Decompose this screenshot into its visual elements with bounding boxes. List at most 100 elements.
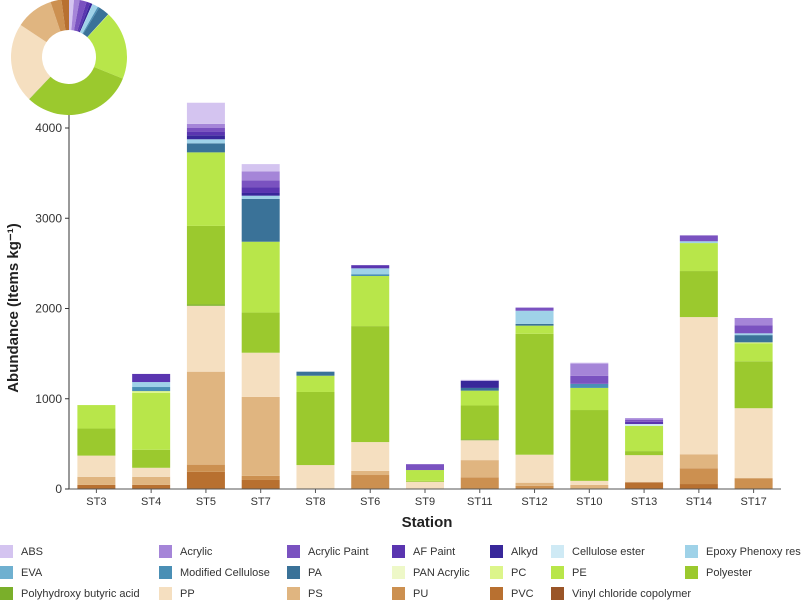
legend-label: PAN Acrylic	[413, 566, 470, 579]
bar-segment-ST13-acrylic	[625, 418, 664, 420]
bar-segment-ST7-pu	[241, 475, 280, 480]
x-tick-label: ST8	[305, 496, 325, 508]
bar-segment-ST6-pp	[351, 442, 390, 471]
donut-slice-ps	[20, 2, 61, 43]
legend-label: Polyhydroxy butyric acid	[21, 587, 140, 600]
x-tick-label: ST11	[467, 496, 492, 508]
legend-swatch	[392, 545, 405, 558]
donut-slice-cellulose-ester	[79, 3, 93, 33]
bar-segment-ST11-pp	[460, 440, 499, 461]
legend-swatch	[159, 566, 172, 579]
x-tick-label: ST9	[415, 496, 435, 508]
donut-slice-af-paint	[77, 1, 91, 32]
bar-segment-ST3-pp	[77, 455, 116, 477]
donut-slice-pu	[50, 0, 66, 32]
bar-segment-ST13-pp	[625, 455, 664, 483]
legend-swatch	[287, 587, 300, 600]
bar-segment-ST14-pp	[679, 317, 718, 455]
y-tick-label: 3000	[35, 211, 62, 225]
donut-slice-pvc	[61, 0, 69, 31]
bar-segment-ST13-cellulose-ester	[625, 424, 664, 426]
legend-item: Acrylic Paint	[287, 545, 369, 558]
legend-swatch	[685, 566, 698, 579]
bar-segment-ST9-pp	[406, 481, 444, 489]
legend-label: ABS	[21, 545, 44, 558]
bar-segment-ST14-pe	[679, 243, 718, 272]
legend-label: Acrylic Paint	[308, 545, 369, 558]
bar-segment-ST4-epoxy-phenoxy-resin	[132, 382, 171, 388]
bar-segment-ST17-pa	[734, 335, 773, 343]
legend-swatch	[287, 566, 300, 579]
y-tick-label: 1000	[35, 392, 62, 406]
y-tick-label: 4000	[35, 121, 62, 135]
bar-segment-ST3-ps	[77, 476, 116, 485]
legend-label: PC	[511, 566, 527, 579]
legend-item: Polyester	[685, 566, 752, 579]
legend-swatch	[490, 566, 503, 579]
x-tick-label: ST12	[521, 496, 547, 508]
x-tick-label: ST10	[576, 496, 602, 508]
bar-segment-ST4-pc	[132, 391, 171, 393]
legend-label: PP	[180, 587, 195, 600]
bar-segment-ST7-acrylic-paint	[241, 180, 280, 188]
bar-segment-ST11-pu	[460, 477, 499, 489]
bar-segment-ST14-pvc	[679, 484, 718, 489]
legend-swatch	[392, 587, 405, 600]
bar-segment-ST7-acrylic	[241, 171, 280, 181]
donut-slice-acrylic	[71, 0, 80, 31]
legend-swatch	[551, 545, 564, 558]
bar-segment-ST10-pp	[570, 480, 609, 485]
bar-segment-ST17-epoxy-phenoxy-resin	[734, 333, 773, 336]
bar-segment-ST12-pa	[515, 323, 554, 326]
y-tick-label: 0	[55, 482, 62, 496]
x-tick-label: ST7	[251, 496, 271, 508]
bar-segment-ST12-polyester	[515, 333, 554, 455]
bar-segment-ST4-ps	[132, 476, 171, 485]
bar-segment-ST4-pvc	[132, 484, 171, 489]
legend-label: Modified Cellulose	[180, 566, 270, 579]
bar-segment-ST17-acrylic	[734, 317, 773, 326]
bar-segment-ST6-epoxy-phenoxy-resin	[351, 268, 390, 275]
legend-item: PU	[392, 587, 428, 600]
bar-segment-ST4-modified-cellulose	[132, 387, 171, 392]
legend-item: PS	[287, 587, 323, 600]
legend-item: EVA	[0, 566, 42, 579]
bar-segment-ST5-pu	[186, 464, 225, 472]
bar-segment-ST17-acrylic-paint	[734, 325, 773, 334]
legend: ABS Acrylic Acrylic Paint AF Paint Alkyd Cell…	[0, 543, 801, 603]
bar-segment-ST11-abs	[460, 379, 499, 381]
bar-segment-ST4-polyester	[132, 449, 171, 468]
bar-segment-ST3-polyester	[77, 428, 116, 456]
legend-label: AF Paint	[413, 545, 456, 558]
bar-segment-ST5-af-paint	[186, 131, 225, 136]
bar-segment-ST13-polyester	[625, 451, 664, 456]
donut-slice-epoxy-phenoxy-resin	[80, 4, 98, 34]
y-tick-label: 2000	[35, 302, 62, 316]
bar-segment-ST11-alkyd	[460, 380, 499, 388]
bar-segment-ST12-epoxy-phenoxy-resin	[515, 310, 554, 324]
legend-swatch	[159, 545, 172, 558]
bar-segment-ST4-pe	[132, 392, 171, 450]
bar-segment-ST7-pa	[241, 198, 280, 242]
legend-item: PP	[159, 587, 195, 600]
legend-item: Epoxy Phenoxy resin	[685, 545, 801, 558]
legend-label: PVC	[511, 587, 534, 600]
legend-item: PAN Acrylic	[392, 566, 470, 579]
bar-segment-ST14-polyester	[679, 271, 718, 318]
bar-segment-ST14-epoxy-phenoxy-resin	[679, 241, 718, 244]
bar-segment-ST13-acrylic-paint	[625, 419, 664, 422]
bar-segment-ST11-pa	[460, 387, 499, 391]
legend-label: Alkyd	[511, 545, 538, 558]
bar-segment-ST10-ps	[570, 484, 609, 489]
bar-segment-ST14-acrylic-paint	[679, 235, 718, 242]
bar-segment-ST5-epoxy-phenoxy-resin	[186, 139, 225, 144]
legend-swatch	[0, 545, 13, 558]
legend-swatch	[392, 566, 405, 579]
bar-segment-ST5-pe	[186, 152, 225, 226]
legend-swatch	[551, 566, 564, 579]
donut-slice-abs	[69, 0, 74, 31]
bar-segment-ST5-acrylic	[186, 123, 225, 128]
bar-segment-ST9-pe	[406, 470, 444, 481]
legend-item: Vinyl chloride copolymer	[551, 587, 691, 600]
bar-segment-ST6-pe	[351, 276, 390, 327]
